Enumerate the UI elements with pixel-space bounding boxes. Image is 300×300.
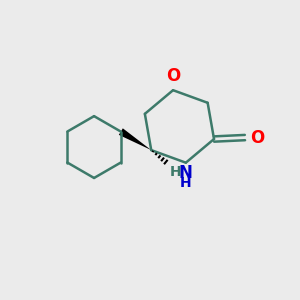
Text: O: O xyxy=(166,67,180,85)
Text: H: H xyxy=(170,165,182,179)
Text: O: O xyxy=(250,129,265,147)
Polygon shape xyxy=(119,128,151,150)
Text: N: N xyxy=(179,164,193,182)
Text: H: H xyxy=(180,176,192,190)
